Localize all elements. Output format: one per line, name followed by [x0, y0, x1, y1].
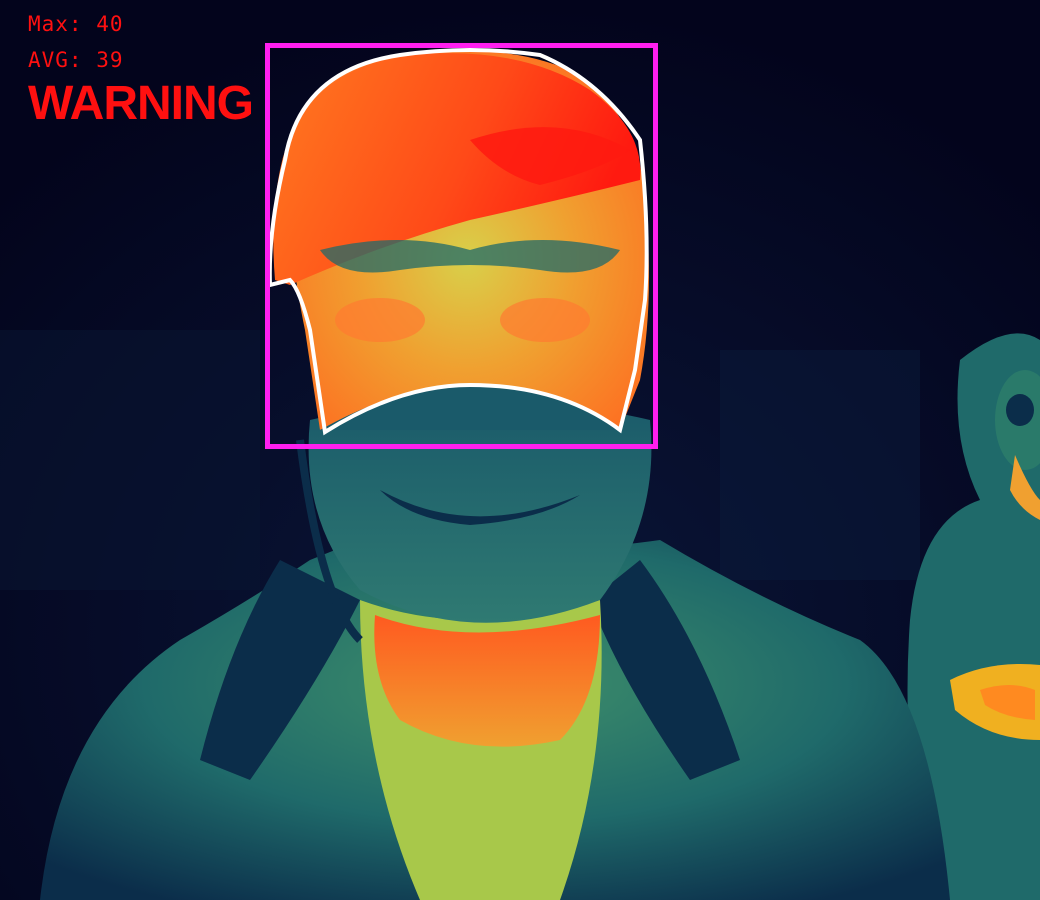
- background-person: [907, 333, 1040, 900]
- warning-alert: WARNING: [28, 77, 254, 130]
- avg-label: AVG:: [28, 48, 83, 72]
- avg-temperature-readout: AVG: 39: [28, 50, 124, 71]
- avg-value: 39: [96, 48, 124, 72]
- background-structure: [720, 350, 920, 580]
- main-person: [40, 400, 950, 900]
- face-contour: [267, 48, 649, 436]
- face-region: [267, 48, 649, 436]
- max-label: Max:: [28, 12, 83, 36]
- max-temperature-readout: Max: 40: [28, 14, 124, 35]
- face-detection-box: [265, 43, 658, 449]
- background-structure: [0, 330, 260, 590]
- max-value: 40: [96, 12, 124, 36]
